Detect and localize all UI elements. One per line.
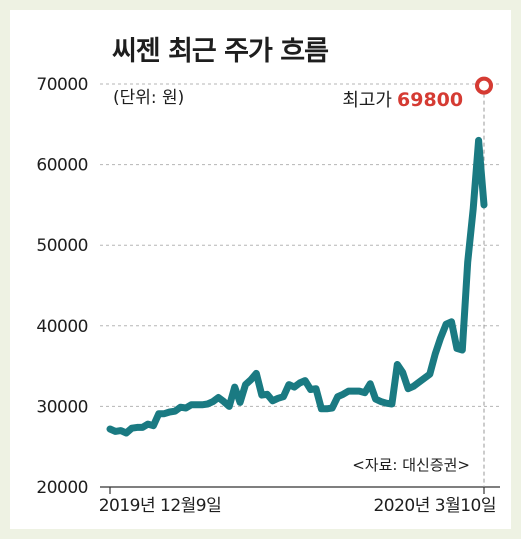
max-marker [475,76,493,95]
unit-note: (단위: 원) [113,88,184,108]
y-tick-label: 60000 [36,156,88,176]
y-tick-label: 30000 [36,397,88,417]
max-label: 최고가 [342,90,392,111]
price-line [106,136,488,437]
grid-layer [100,83,500,407]
y-tick-label: 40000 [36,317,88,337]
y-tick-label: 20000 [36,478,88,498]
x-tick-label: 2019년 12월9일 [99,496,222,516]
chart-title: 씨젠 최근 주가 흐름 [112,36,328,67]
max-value: 69800 [397,89,463,111]
y-tick-label: 50000 [36,236,88,256]
chart-panel [10,10,511,529]
y-tick-labels: 20000 30000 40000 50000 60000 70000 [36,75,88,498]
y-tick-label: 70000 [36,75,88,95]
x-tick-label: 2020년 3월10일 [373,496,496,516]
source-note: <자료: 대신증권> [352,456,470,474]
x-tick-labels: 2019년 12월9일 2020년 3월10일 [99,487,497,516]
